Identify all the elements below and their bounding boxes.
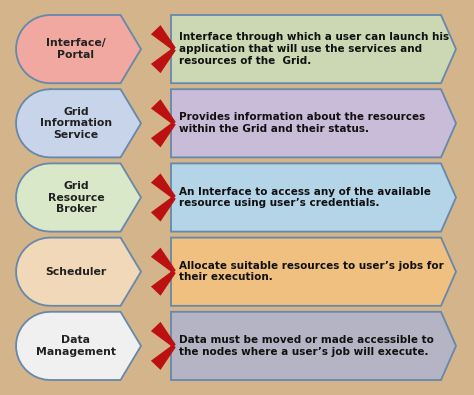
Polygon shape	[151, 173, 176, 199]
Text: Interface/
Portal: Interface/ Portal	[46, 38, 106, 60]
Polygon shape	[171, 164, 456, 231]
Polygon shape	[171, 89, 456, 157]
Polygon shape	[171, 312, 456, 380]
Text: An Interface to access any of the available
resource using user’s credentials.: An Interface to access any of the availa…	[179, 187, 431, 208]
Polygon shape	[16, 164, 141, 231]
Text: Provides information about the resources
within the Grid and their status.: Provides information about the resources…	[179, 113, 425, 134]
Text: Scheduler: Scheduler	[46, 267, 107, 277]
Polygon shape	[151, 196, 176, 222]
Polygon shape	[16, 15, 141, 83]
Polygon shape	[151, 122, 176, 147]
Text: Grid
Resource
Broker: Grid Resource Broker	[48, 181, 104, 214]
Polygon shape	[16, 238, 141, 306]
Text: Allocate suitable resources to user’s jobs for
their execution.: Allocate suitable resources to user’s jo…	[179, 261, 444, 282]
Polygon shape	[151, 248, 176, 273]
Text: Data
Management: Data Management	[36, 335, 116, 357]
Polygon shape	[171, 15, 456, 83]
Polygon shape	[16, 312, 141, 380]
Polygon shape	[151, 25, 176, 51]
Polygon shape	[16, 89, 141, 157]
Polygon shape	[151, 322, 176, 347]
Polygon shape	[151, 344, 176, 370]
Polygon shape	[151, 99, 176, 125]
Polygon shape	[151, 48, 176, 73]
Polygon shape	[171, 238, 456, 306]
Text: Grid
Information
Service: Grid Information Service	[40, 107, 112, 140]
Polygon shape	[151, 270, 176, 296]
Text: Interface through which a user can launch his
application that will use the serv: Interface through which a user can launc…	[179, 32, 449, 66]
Text: Data must be moved or made accessible to
the nodes where a user’s job will execu: Data must be moved or made accessible to…	[179, 335, 434, 357]
